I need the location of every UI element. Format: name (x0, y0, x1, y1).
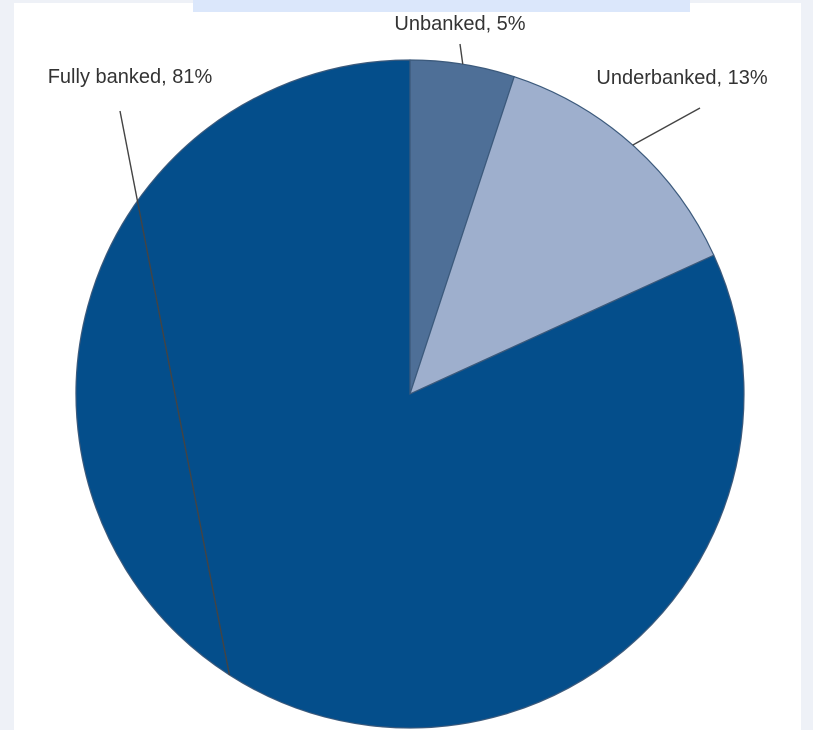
slice-label-unbanked: Unbanked, 5% (394, 13, 525, 35)
slice-label-fully-banked: Fully banked, 81% (48, 66, 213, 88)
leader-line-fully-banked (119, 110, 231, 676)
leader-line-underbanked (632, 107, 701, 146)
pie-slice-underbanked (409, 75, 715, 396)
pie-slices (75, 59, 745, 729)
leader-line-unbanked (459, 43, 464, 65)
slice-label-underbanked: Underbanked, 13% (596, 67, 767, 89)
slice-labels: Unbanked, 5% Underbanked, 13% Fully banked… (48, 13, 768, 89)
leader-lines (119, 43, 701, 676)
header-strip (193, 0, 690, 12)
